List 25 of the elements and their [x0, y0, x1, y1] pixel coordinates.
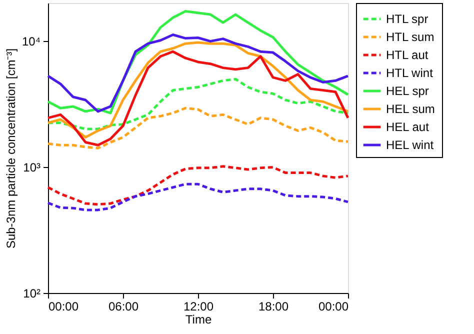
legend-label: HEL aut [386, 120, 430, 134]
line-series [46, 41, 350, 139]
line-series [46, 78, 350, 130]
legend-label: HTL aut [386, 48, 429, 62]
x-tick-label: 06:00 [108, 300, 139, 314]
line-series [46, 33, 350, 113]
legend-label: HEL spr [386, 84, 429, 98]
x-tick-label: 12:00 [183, 300, 214, 314]
legend-label: HEL sum [386, 102, 435, 116]
line-series [46, 106, 350, 150]
x-axis-title: Time [185, 312, 212, 326]
legend-label: HEL wint [386, 138, 434, 152]
x-tick-label: 00:00 [318, 300, 349, 314]
y-tick-label: 10² [23, 286, 41, 300]
line-series [46, 182, 350, 212]
y-tick-label: 10³ [23, 160, 41, 174]
legend-label: HTL spr [386, 12, 428, 26]
y-axis-title: Sub-3nm particle concentration [cm⁻³] [4, 48, 18, 249]
line-series [46, 50, 350, 146]
x-tick-label: 18:00 [258, 300, 289, 314]
legend-label: HTL wint [386, 66, 434, 80]
legend-label: HTL sum [386, 30, 434, 44]
line-series [46, 165, 350, 206]
x-tick-label: 00:00 [48, 300, 79, 314]
y-tick-label: 10⁴ [22, 34, 40, 48]
